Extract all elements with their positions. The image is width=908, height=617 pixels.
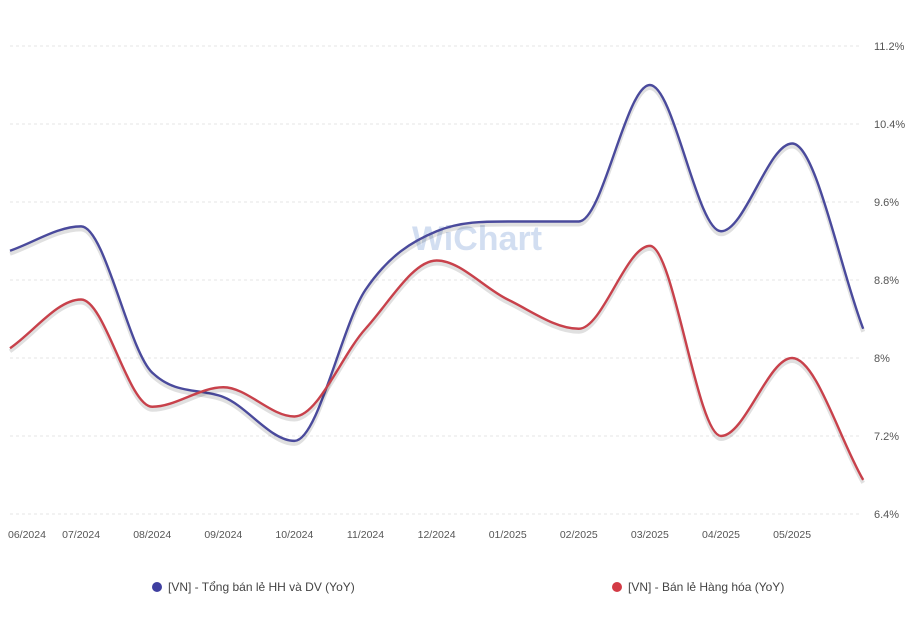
- y-tick-label: 8%: [874, 353, 890, 365]
- legend-marker-goods-retail: [612, 582, 622, 592]
- legend-label-total-retail: [VN] - Tổng bán lẻ HH và DV (YoY): [168, 580, 355, 594]
- series-line-total-retail-shadow: [9, 85, 866, 446]
- y-tick-label: 10.4%: [874, 119, 905, 131]
- x-tick-label: 11/2024: [347, 529, 384, 541]
- legend-label-goods-retail: [VN] - Bán lẻ Hàng hóa (YoY): [628, 580, 785, 594]
- x-tick-label: 06/2024: [8, 529, 46, 541]
- series-lines: [8, 83, 866, 484]
- watermark-logo: WiChart: [412, 220, 542, 258]
- x-tick-label: 03/2025: [631, 529, 669, 541]
- y-tick-label: 7.2%: [874, 431, 899, 443]
- x-tick-label: 04/2025: [702, 529, 740, 541]
- x-tick-label: 07/2024: [62, 529, 100, 541]
- y-tick-label: 8.8%: [874, 275, 899, 287]
- x-tick-label: 09/2024: [204, 529, 242, 541]
- legend-marker-total-retail: [152, 582, 162, 592]
- legend-item-goods-retail[interactable]: [VN] - Bán lẻ Hàng hóa (YoY): [612, 580, 784, 594]
- y-tick-label: 11.2%: [874, 41, 905, 53]
- x-tick-label: 10/2024: [275, 529, 313, 541]
- series-line-total-retail[interactable]: [9, 83, 865, 443]
- x-tick-label: 02/2025: [560, 529, 598, 541]
- grid-lines: [10, 45, 860, 515]
- x-tick-label: 08/2024: [133, 529, 171, 541]
- series-line-goods-retail-shadow: [8, 246, 865, 484]
- y-tick-label: 6.4%: [874, 509, 899, 521]
- x-tick-label: 12/2024: [418, 529, 456, 541]
- legend-item-total-retail[interactable]: [VN] - Tổng bán lẻ HH và DV (YoY): [152, 580, 355, 594]
- y-axis-ticks: 6.4% 7.2% 8% 8.8% 9.6% 10.4% 11.2%: [874, 41, 905, 521]
- x-axis-ticks: 06/2024 07/2024 08/2024 09/2024 10/2024 11/20…: [8, 529, 811, 541]
- x-tick-label: 05/2025: [773, 529, 811, 541]
- y-tick-label: 9.6%: [874, 197, 899, 209]
- x-tick-label: 01/2025: [489, 529, 527, 541]
- series-line-goods-retail[interactable]: [9, 244, 865, 481]
